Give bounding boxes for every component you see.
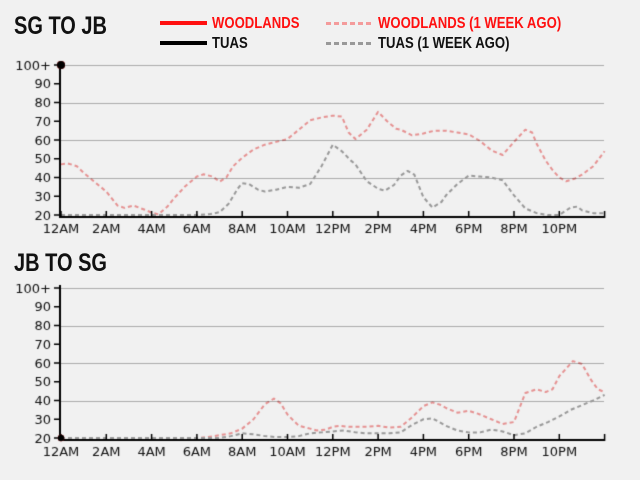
legend-swatch-tuas xyxy=(160,41,207,45)
legend-swatch-woodlands-week-ago xyxy=(326,22,372,25)
legend-swatch-tuas-week-ago xyxy=(326,42,372,45)
legend-label-tuas-week-ago: TUAS (1 WEEK AGO) xyxy=(378,35,510,52)
legend-label-woodlands: WOODLANDS xyxy=(212,15,300,32)
legend-label-tuas: TUAS xyxy=(212,35,248,52)
chart-title-jb-to-sg: JB TO SG xyxy=(14,249,107,277)
legend-label-woodlands-week-ago: WOODLANDS (1 WEEK AGO) xyxy=(378,15,562,32)
legend-swatch-woodlands xyxy=(160,21,207,25)
legend: WOODLANDS WOODLANDS (1 WEEK AGO) TUAS TU… xyxy=(0,0,640,58)
chart-title-sg-to-jb: SG TO JB xyxy=(14,12,107,40)
